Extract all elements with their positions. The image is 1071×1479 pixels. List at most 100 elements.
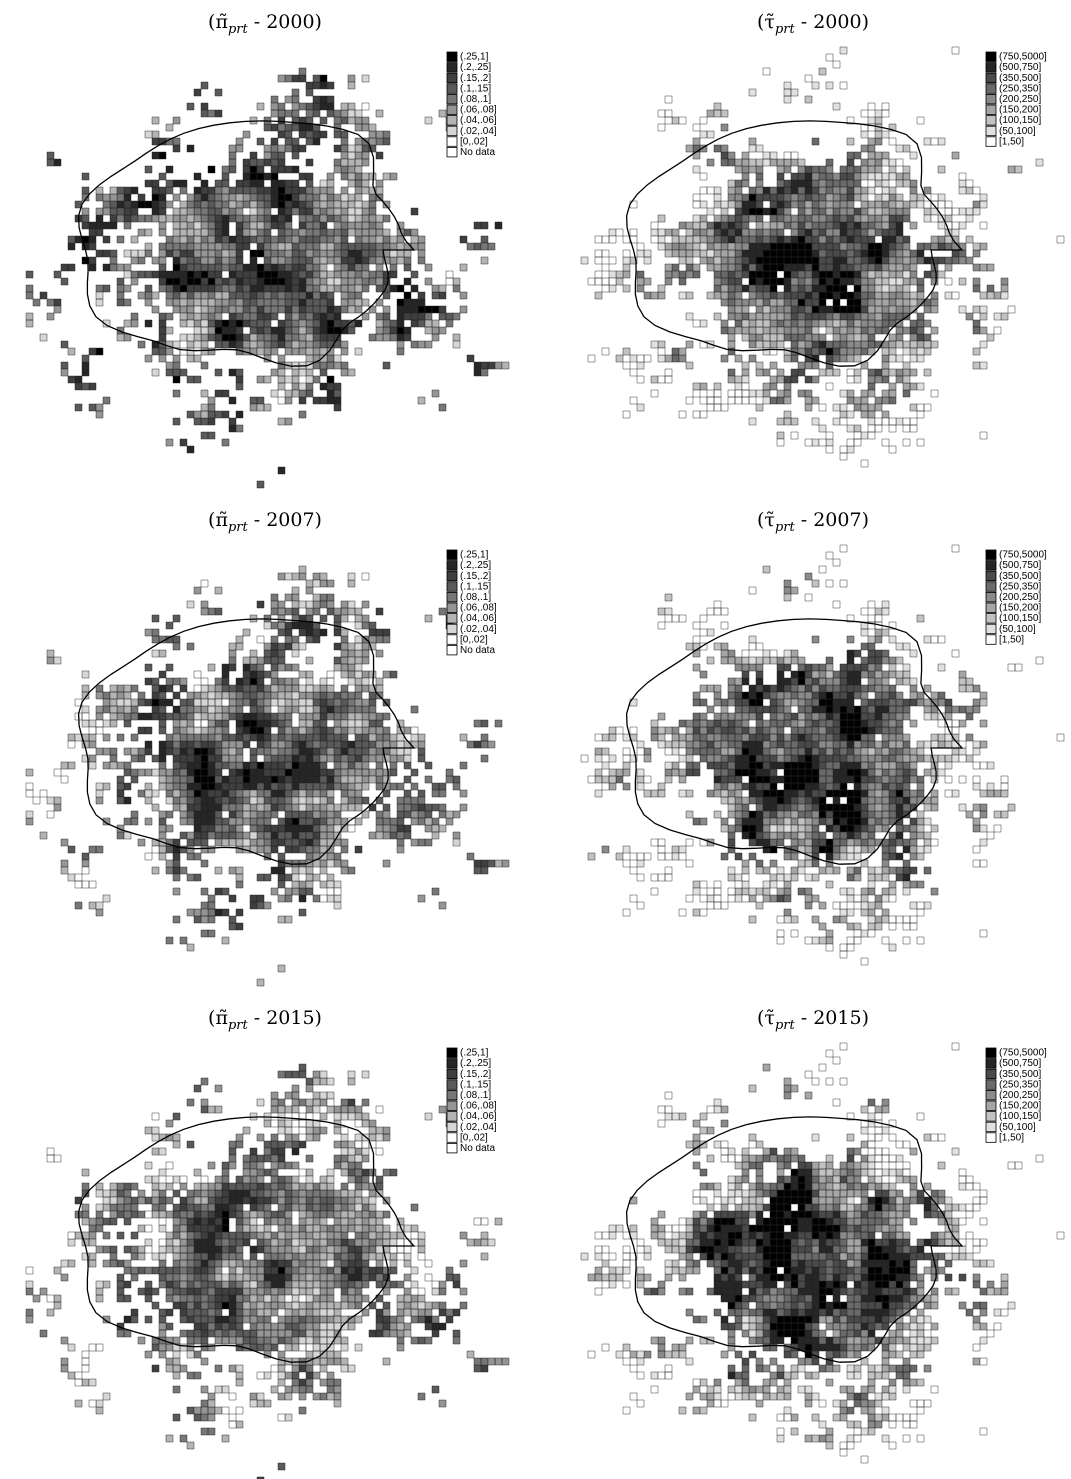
legend-label: (.15,.2] [460,571,491,582]
legend-label: (500,750] [999,62,1041,73]
legend-swatch [446,104,458,115]
legend-label: (100,150] [999,1111,1041,1122]
legend-swatch [446,1132,458,1143]
legend-swatch [985,560,997,571]
legend-label: (200,250] [999,1090,1041,1101]
panel-title: (π̃prt - 2015) [208,1007,322,1033]
legend-swatch [985,1090,997,1101]
legend-label: (.06,.08] [460,105,497,116]
legend-swatch [985,1132,997,1143]
legend-label: (750,5000] [999,52,1047,63]
legend-swatch [446,51,458,62]
city-boundary [625,1116,964,1363]
legend-label: (.2,.25] [460,1058,491,1069]
legend-swatch [985,581,997,592]
legend-label: (500,750] [999,1058,1041,1069]
title-subscript: prt [228,22,249,37]
legend-label: (250,350] [999,1079,1041,1090]
legend-label: (150,200] [999,603,1041,614]
legend-label: (100,150] [999,115,1041,126]
legend-label: (500,750] [999,560,1041,571]
legend-label: (.04,.06] [460,613,497,624]
legend-swatch [446,1068,458,1080]
legend-swatch [446,62,458,73]
legend-swatch [446,1058,458,1069]
legend-label: (250,350] [999,83,1041,94]
panel-title: (π̃prt - 2007) [208,509,322,535]
title-symbol: (τ̃ [757,11,775,33]
legend-label: No data [460,1143,495,1154]
legend-swatch [985,623,997,635]
panel-title: (π̃prt - 2000) [208,11,322,37]
panel: (π̃prt - 2015) (.25,1](.2,.25](.15,.2](.1… [25,1007,510,1479]
panel: (π̃prt - 2000) (.25,1](.2,.25](.15,.2](.1… [25,11,510,489]
legend-swatch [985,1100,997,1111]
panel-title: (τ̃prt - 2000) [757,11,869,37]
legend-label: (.08,.1] [460,94,491,105]
title-year: - 2015) [795,1007,869,1029]
legend-swatch [446,634,458,645]
legend-label: No data [460,645,495,656]
legend-swatch [985,1121,997,1133]
legend-swatch [446,115,458,126]
title-symbol: (τ̃ [757,1007,775,1029]
title-subscript: prt [228,1018,249,1033]
legend-label: (.02,.04] [460,126,497,137]
legend-label: (150,200] [999,1101,1041,1112]
legend-swatch [985,613,997,624]
legend-swatch [446,1100,458,1111]
title-year: - 2007) [795,509,869,531]
legend-label: (750,5000] [999,1048,1047,1059]
title-subscript: prt [228,520,249,535]
legend-label: (.02,.04] [460,1122,497,1133]
legend-label: (100,150] [999,613,1041,624]
legend-label: No data [460,147,495,158]
legend-label: (.25,1] [460,550,489,561]
legend-swatch [985,1058,997,1069]
legend-swatch [446,1111,458,1122]
map-cells [25,1098,489,1429]
legend-swatch [446,602,458,613]
legend-swatch [985,72,997,84]
legend-label: (.1,.15] [460,1079,491,1090]
legend-label: (.25,1] [460,1048,489,1059]
legend-label: [1,50] [999,1132,1024,1143]
legend-swatch [985,104,997,115]
legend-label: (.04,.06] [460,1111,497,1122]
legend-label: (750,5000] [999,550,1047,561]
legend-swatch [446,1121,458,1133]
legend-swatch [446,560,458,571]
legend-swatch [985,634,997,645]
legend-label: (.2,.25] [460,560,491,571]
legend-swatch [446,1047,458,1058]
map-cells [39,74,461,398]
legend-label: (.1,.15] [460,83,491,94]
legend-swatch [985,115,997,126]
panel-title: (τ̃prt - 2007) [757,509,869,535]
legend-label: [0,.02] [460,1132,488,1143]
map-cells [172,102,454,405]
title-symbol: (π̃ [208,1007,228,1029]
map-cells [587,1042,1065,1464]
panel: (π̃prt - 2007) (.25,1](.2,.25](.15,.2](.1… [25,509,510,987]
panel: (τ̃prt - 2000) (750,5000](500,750](350,50… [580,11,1065,468]
legend-swatch [985,602,997,613]
legend-swatch [446,623,458,635]
legend-label: (200,250] [999,94,1041,105]
legend-swatch [446,94,458,105]
legend-label: (.02,.04] [460,624,497,635]
title-symbol: (π̃ [208,509,228,531]
legend-swatch [985,1047,997,1058]
legend-swatch [446,136,458,147]
title-year: - 2000) [795,11,869,33]
legend-swatch [985,1079,997,1090]
city-boundary [625,618,964,865]
title-year: - 2015) [248,1007,322,1029]
legend-label: (350,500] [999,73,1041,84]
legend-label: (.06,.08] [460,1101,497,1112]
legend-swatch [985,1068,997,1080]
legend-label: [1,50] [999,634,1024,645]
legend-swatch [446,644,458,656]
panel: (τ̃prt - 2007) (750,5000](500,750](350,50… [580,509,1065,966]
legend-label: (.15,.2] [460,1069,491,1080]
